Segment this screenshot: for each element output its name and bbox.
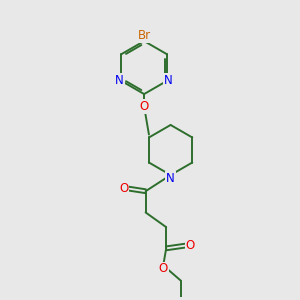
Text: Br: Br [137, 29, 151, 42]
Text: O: O [159, 262, 168, 275]
Text: N: N [164, 74, 173, 87]
Text: O: O [186, 239, 195, 252]
Text: O: O [140, 100, 149, 113]
Text: O: O [119, 182, 128, 195]
Text: N: N [115, 74, 124, 87]
Text: N: N [166, 172, 175, 185]
